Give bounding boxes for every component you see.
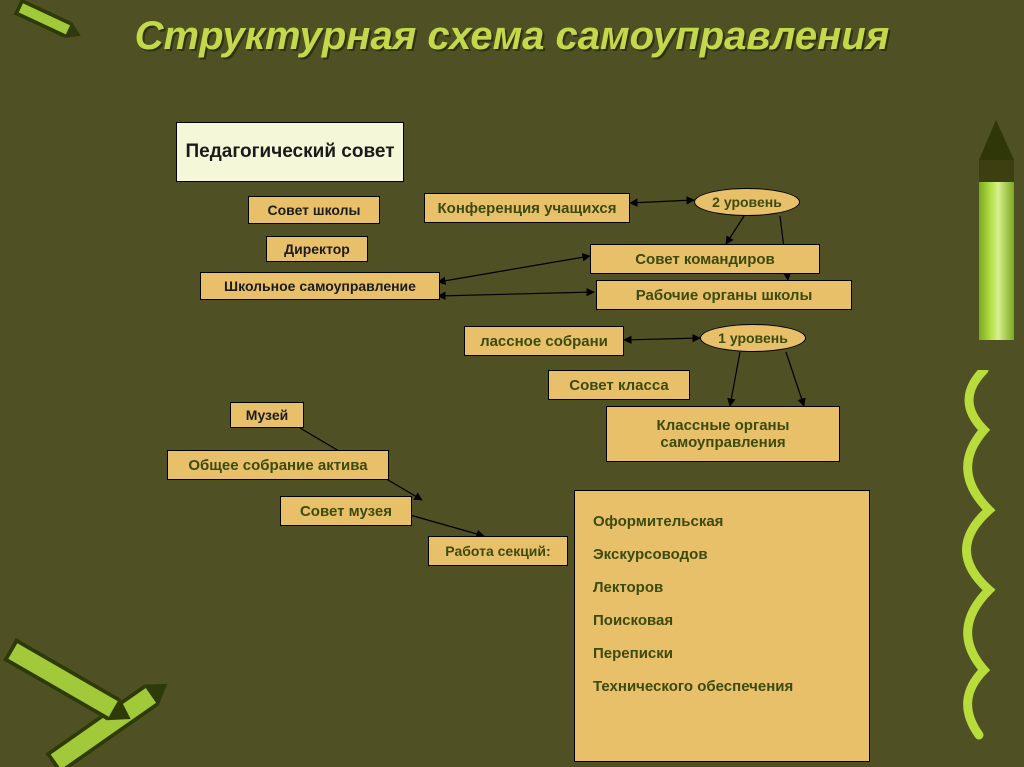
slide-title: Структурная схема самоуправления: [0, 14, 1024, 58]
node-class_council: Совет класса: [548, 370, 690, 400]
title-text: Структурная схема самоуправления: [135, 14, 890, 58]
connectors-layer: [0, 0, 1024, 767]
section-item: Экскурсоводов: [593, 546, 851, 563]
node-cmd: Совет командиров: [590, 244, 820, 274]
connector: [438, 292, 594, 296]
node-lvl1: 1 уровень: [700, 324, 806, 352]
squiggle-decoration: [944, 370, 1004, 740]
crayon-decoration: [969, 120, 1024, 350]
node-class_meet: лассное собрани: [464, 326, 624, 356]
node-lvl2: 2 уровень: [694, 188, 800, 216]
node-museum: Музей: [230, 402, 304, 428]
node-school_council: Совет школы: [248, 196, 380, 224]
sections-list: Оформительская Экскурсоводов Лекторов Поиск…: [574, 490, 870, 762]
section-item: Лекторов: [593, 579, 851, 596]
section-item: Технического обеспечения: [593, 678, 851, 695]
pencil-decoration-bottom-2: [3, 638, 137, 731]
section-item: Оформительская: [593, 513, 851, 530]
node-sections: Работа секций:: [428, 536, 568, 566]
connector: [726, 216, 744, 244]
connector: [786, 352, 804, 406]
node-director: Директор: [266, 236, 368, 262]
slide-canvas: Структурная схема самоуправления Педагог…: [0, 0, 1024, 767]
connector: [438, 256, 590, 282]
node-organs: Рабочие органы школы: [596, 280, 852, 310]
node-conf: Конференция учащихся: [424, 193, 630, 223]
section-item: Поисковая: [593, 612, 851, 629]
connector: [630, 200, 694, 203]
node-self_gov: Школьное самоуправление: [200, 272, 440, 300]
node-ped: Педагогический совет: [176, 122, 404, 182]
connector: [624, 338, 700, 340]
node-class_org: Классные органы самоуправления: [606, 406, 840, 462]
connector: [410, 515, 484, 536]
node-museum_council: Совет музея: [280, 496, 412, 526]
node-aktiva: Общее собрание актива: [167, 450, 389, 480]
connector: [730, 352, 740, 406]
section-item: Переписки: [593, 645, 851, 662]
